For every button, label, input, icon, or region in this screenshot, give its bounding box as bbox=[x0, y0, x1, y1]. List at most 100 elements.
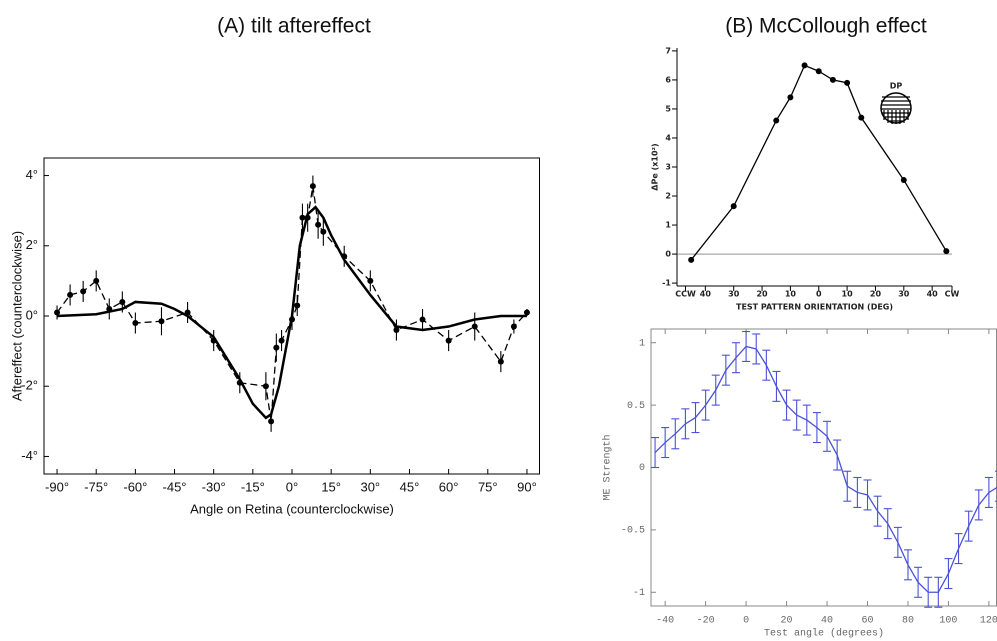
data-point bbox=[273, 344, 280, 351]
x-axis-label: TEST PATTERN ORIENTATION (DEG) bbox=[736, 303, 893, 312]
y-tick-label: 2 bbox=[665, 192, 671, 201]
data-point bbox=[67, 291, 74, 298]
y-tick-label: -2° bbox=[21, 378, 38, 393]
data-point bbox=[262, 383, 269, 390]
data-point bbox=[294, 302, 301, 309]
series-line bbox=[56, 185, 528, 422]
x-tick-label: 40 bbox=[821, 616, 833, 627]
y-tick-label: 4° bbox=[26, 167, 38, 182]
x-tick-label: -75° bbox=[84, 479, 108, 494]
data-point bbox=[278, 337, 285, 344]
x-tick-label: CCW bbox=[675, 290, 696, 299]
data-point bbox=[773, 117, 780, 124]
data-point bbox=[315, 221, 322, 228]
data-point bbox=[93, 277, 100, 284]
data-point bbox=[801, 62, 808, 69]
data-point bbox=[844, 79, 851, 86]
x-tick-label: CW bbox=[945, 290, 960, 299]
x-tick-label: 0 bbox=[816, 290, 822, 299]
series-line bbox=[56, 205, 527, 420]
data-point bbox=[858, 114, 865, 121]
x-tick-label: 0 bbox=[743, 616, 749, 627]
y-tick-label: 5 bbox=[665, 104, 671, 113]
x-tick-label: -45° bbox=[163, 479, 187, 494]
x-tick-label: 30 bbox=[728, 290, 740, 299]
dp-icon bbox=[880, 92, 912, 124]
x-tick-label: 20 bbox=[870, 290, 882, 299]
x-tick-label: 60° bbox=[439, 479, 459, 494]
chart-title: (B) McCollough effect bbox=[725, 15, 927, 38]
plot-frame bbox=[650, 328, 997, 607]
y-tick-label: -4° bbox=[21, 448, 38, 463]
x-tick-label: -40 bbox=[656, 616, 674, 627]
x-tick-label: 30° bbox=[360, 479, 380, 494]
data-point bbox=[80, 288, 87, 295]
data-point bbox=[393, 327, 400, 334]
x-tick-label: -20 bbox=[697, 616, 715, 627]
y-axis-label: ΔPe (x10²) bbox=[651, 143, 660, 190]
data-point bbox=[367, 277, 374, 284]
y-tick-label: -1 bbox=[633, 588, 645, 599]
y-tick-label: 3 bbox=[665, 163, 671, 172]
data-point bbox=[419, 316, 426, 323]
y-tick-label: -0.5 bbox=[621, 526, 645, 537]
y-tick-label: 6 bbox=[665, 75, 671, 84]
y-tick-label: 1 bbox=[639, 338, 645, 349]
panel-a: (A) tilt aftereffect -90° -75° -60° -45° -30°… bbox=[9, 15, 540, 516]
annotation: DP bbox=[890, 82, 903, 91]
data-point bbox=[309, 183, 316, 190]
data-point bbox=[471, 323, 478, 330]
x-tick-label: -15° bbox=[241, 479, 265, 494]
x-tick-label: 0° bbox=[286, 479, 298, 494]
x-tick-label: 10 bbox=[785, 290, 797, 299]
x-tick-label: 60 bbox=[861, 616, 873, 627]
y-tick-label: 2° bbox=[26, 237, 38, 252]
panel-b2: -40 -20 0 20 40 60 80 100 120 -1 -0.5 0 0.5 1 Test ang… bbox=[602, 328, 997, 640]
data-point bbox=[815, 68, 822, 75]
series-line bbox=[690, 64, 947, 261]
x-tick-label: 120 bbox=[980, 616, 997, 627]
data-point bbox=[299, 214, 306, 221]
data-point bbox=[445, 337, 452, 344]
series-line bbox=[654, 345, 997, 593]
data-point bbox=[829, 76, 836, 83]
x-tick-label: 90° bbox=[517, 479, 537, 494]
y-tick-label: 0° bbox=[26, 307, 38, 322]
data-point bbox=[730, 203, 737, 210]
data-point bbox=[54, 309, 61, 316]
data-point bbox=[943, 248, 950, 255]
x-tick-label: 20 bbox=[756, 290, 768, 299]
y-tick-label: -1 bbox=[662, 279, 671, 288]
x-axis-label: Test angle (degrees) bbox=[764, 628, 884, 640]
x-tick-label: 40 bbox=[927, 290, 939, 299]
y-tick-label: 0 bbox=[665, 250, 671, 259]
y-tick-label: 1 bbox=[665, 221, 671, 230]
chart-title: (A) tilt aftereffect bbox=[217, 15, 371, 38]
x-tick-label: 15° bbox=[321, 479, 341, 494]
data-point bbox=[523, 309, 530, 316]
y-axis-label: Aftereffect (counterclockwise) bbox=[9, 231, 24, 401]
data-point bbox=[900, 177, 907, 184]
data-point bbox=[497, 358, 504, 365]
x-tick-label: 40 bbox=[700, 290, 712, 299]
data-point bbox=[268, 418, 275, 425]
data-point bbox=[119, 298, 126, 305]
x-tick-label: 10 bbox=[842, 290, 854, 299]
y-tick-label: 0 bbox=[639, 463, 645, 474]
x-tick-label: -90° bbox=[45, 479, 69, 494]
x-tick-label: 45° bbox=[400, 479, 420, 494]
x-tick-label: 100 bbox=[939, 616, 957, 627]
x-tick-label: -30° bbox=[202, 479, 226, 494]
x-tick-label: -60° bbox=[123, 479, 147, 494]
x-tick-label: 80 bbox=[902, 616, 914, 627]
y-axis-label: ME Strength bbox=[602, 434, 614, 500]
x-tick-label: 30 bbox=[898, 290, 910, 299]
x-tick-label: 20 bbox=[781, 616, 793, 627]
x-tick-label: 75° bbox=[478, 479, 498, 494]
data-point bbox=[158, 318, 165, 325]
y-tick-label: 0.5 bbox=[627, 401, 645, 412]
y-tick-label: 4 bbox=[665, 133, 671, 142]
x-axis-label: Angle on Retina (counterclockwise) bbox=[190, 501, 394, 516]
